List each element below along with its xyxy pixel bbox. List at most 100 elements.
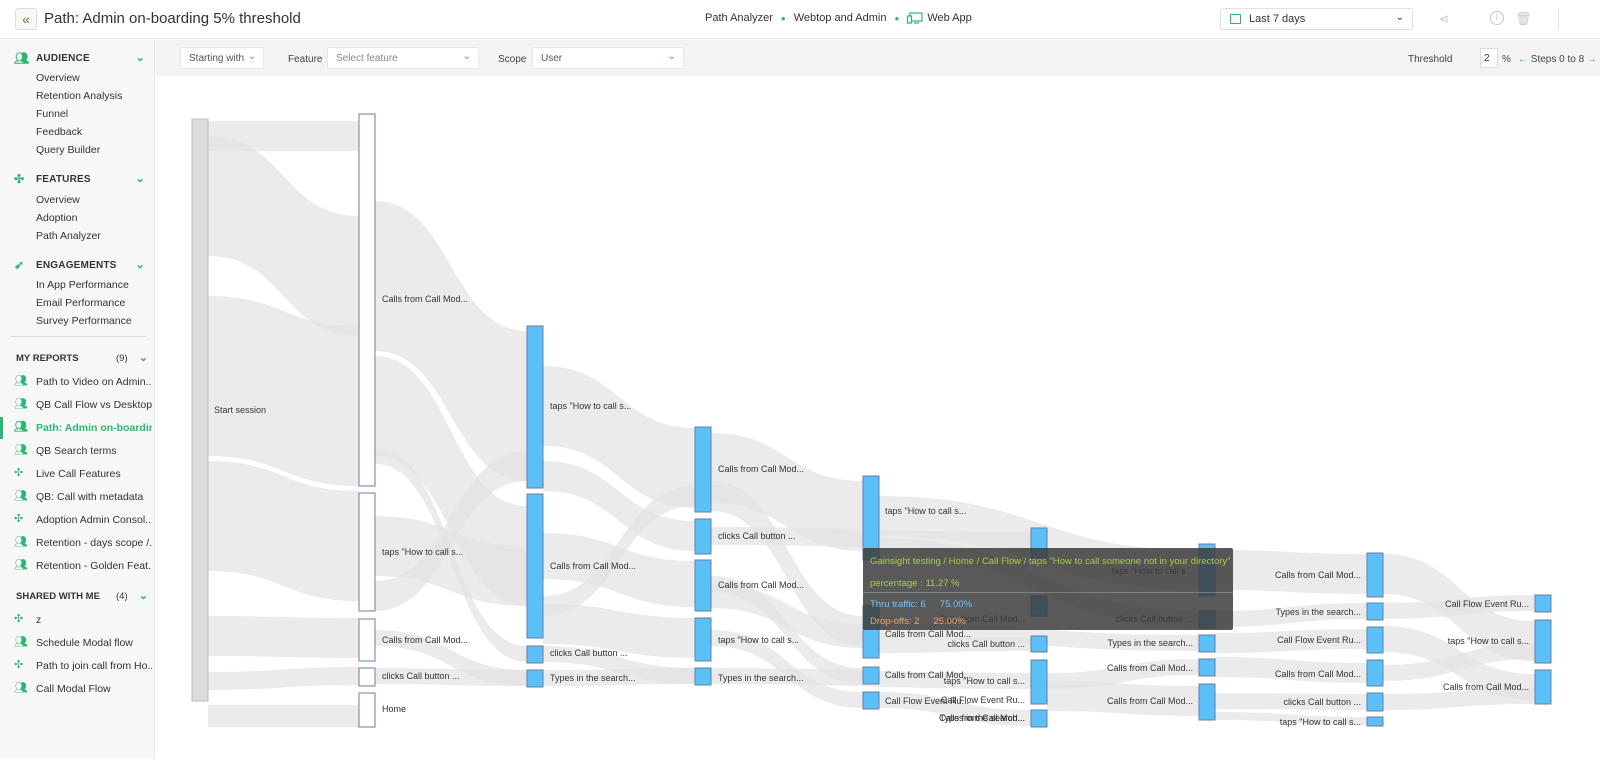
sankey-link[interactable]: [208, 121, 359, 151]
shared-item[interactable]: ✣ Path to join call from Ho...: [14, 659, 152, 672]
shared-item[interactable]: 👥︎ Call Modal Flow: [14, 682, 111, 695]
report-item[interactable]: ✣ Live Call Features: [14, 467, 121, 480]
sidebar-item-overview[interactable]: Overview: [36, 72, 80, 84]
shared-item[interactable]: 👥︎ Schedule Modal flow: [14, 636, 133, 649]
sankey-node[interactable]: [862, 666, 880, 685]
sankey-node[interactable]: [1366, 659, 1384, 687]
report-item[interactable]: 👥︎ Retention - days scope /...: [14, 536, 152, 549]
sidebar-item-retention-analysis[interactable]: Retention Analysis: [36, 90, 123, 102]
sankey-link[interactable]: [208, 136, 359, 336]
sankey-node[interactable]: [1366, 692, 1384, 712]
sankey-link[interactable]: [543, 486, 695, 616]
sankey-node[interactable]: [1366, 626, 1384, 654]
info-icon[interactable]: i: [1490, 11, 1504, 25]
sankey-link[interactable]: [711, 576, 863, 684]
sankey-node[interactable]: [1366, 602, 1384, 621]
sankey-node[interactable]: [358, 692, 376, 728]
sankey-link[interactable]: [375, 201, 527, 481]
sankey-node[interactable]: [1198, 634, 1216, 653]
sankey-node[interactable]: [1030, 635, 1048, 653]
sidebar-item-funnel[interactable]: Funnel: [36, 108, 69, 120]
sankey-link[interactable]: [1047, 681, 1199, 716]
sankey-link[interactable]: [1215, 550, 1367, 594]
sankey-link[interactable]: [1215, 657, 1367, 683]
sankey-link[interactable]: [1383, 595, 1535, 619]
sankey-link[interactable]: [1383, 643, 1535, 681]
sankey-link[interactable]: [711, 584, 863, 648]
sidebar-item-adoption[interactable]: Adoption: [36, 212, 78, 224]
sankey-node[interactable]: [694, 518, 712, 555]
sankey-node[interactable]: [358, 113, 376, 487]
sankey-link[interactable]: [1215, 629, 1367, 653]
sidebar-item-query-builder[interactable]: Query Builder: [36, 144, 101, 156]
sankey-link[interactable]: [543, 533, 695, 607]
sankey-link[interactable]: [1383, 688, 1535, 710]
sidebar-item-path-analyzer[interactable]: Path Analyzer: [36, 230, 101, 242]
sankey-link[interactable]: [543, 366, 695, 508]
section-features[interactable]: ✣ FEATURES ⌄: [14, 172, 145, 186]
sidebar-item-email-performance[interactable]: Email Performance: [36, 297, 126, 309]
sankey-link[interactable]: [543, 668, 695, 686]
scope-select[interactable]: User ⌄: [532, 47, 684, 69]
sankey-node[interactable]: [526, 493, 544, 639]
sidebar-item-survey-performance[interactable]: Survey Performance: [36, 315, 132, 327]
sankey-node[interactable]: [694, 667, 712, 686]
sankey-link[interactable]: [208, 461, 359, 601]
my-reports-header[interactable]: MY REPORTS (9) ⌄: [16, 352, 148, 364]
sankey-link[interactable]: [208, 616, 359, 658]
sankey-link[interactable]: [208, 296, 359, 486]
sankey-link[interactable]: [208, 705, 359, 727]
sankey-link[interactable]: [711, 481, 863, 646]
sankey-node[interactable]: [526, 645, 544, 664]
sankey-link[interactable]: [879, 637, 1031, 653]
section-audience[interactable]: 👥︎ AUDIENCE ⌄: [14, 51, 145, 65]
sidebar-item-feedback[interactable]: Feedback: [36, 126, 83, 138]
sankey-node[interactable]: [694, 559, 712, 612]
section-engagements[interactable]: ➶ ENGAGEMENTS ⌄: [14, 258, 145, 272]
report-item[interactable]: 👥︎ QB Call Flow vs Desktop...: [14, 398, 152, 411]
sankey-node[interactable]: [358, 618, 376, 662]
sankey-node[interactable]: [1030, 709, 1048, 728]
sankey-node[interactable]: [1534, 619, 1552, 664]
sankey-link[interactable]: [375, 451, 527, 611]
sankey-node[interactable]: [694, 426, 712, 513]
breadcrumb-web-app[interactable]: Web App: [907, 12, 972, 24]
sankey-node[interactable]: [1366, 716, 1384, 727]
sankey-node[interactable]: [1534, 594, 1552, 613]
sankey-node[interactable]: [862, 691, 880, 710]
trash-icon[interactable]: 🗑: [1515, 11, 1532, 26]
arrow-right-icon[interactable]: →: [1586, 54, 1597, 65]
sankey-node[interactable]: [1198, 658, 1216, 677]
sankey-link[interactable]: [1215, 712, 1367, 725]
sankey-link[interactable]: [543, 604, 695, 658]
sankey-node[interactable]: [358, 667, 376, 687]
sankey-link[interactable]: [879, 692, 1031, 726]
sidebar-item-in-app-performance[interactable]: In App Performance: [36, 279, 129, 291]
sankey-link[interactable]: [711, 433, 863, 551]
sankey-node[interactable]: [694, 617, 712, 662]
sankey-node[interactable]: [1030, 659, 1048, 705]
sankey-node[interactable]: [191, 118, 209, 702]
starting-with-select[interactable]: Starting with ⌄: [180, 47, 264, 69]
report-item-active[interactable]: 👥︎ Path: Admin on-boardin...: [0, 417, 154, 439]
sankey-link[interactable]: [543, 461, 695, 551]
sankey-link[interactable]: [1215, 693, 1367, 710]
date-range-select[interactable]: Last 7 days ⌄: [1220, 8, 1413, 30]
sankey-node[interactable]: [1198, 683, 1216, 721]
sankey-node[interactable]: [526, 669, 544, 688]
sankey-node[interactable]: [358, 492, 376, 612]
sankey-link[interactable]: [375, 516, 527, 606]
sankey-node[interactable]: [526, 325, 544, 489]
shared-item[interactable]: ✣ z: [14, 613, 42, 626]
report-item[interactable]: 👥︎ Retention - Golden Feat...: [14, 559, 152, 572]
shared-with-me-header[interactable]: SHARED WITH ME (4) ⌄: [16, 590, 148, 602]
sankey-link[interactable]: [375, 668, 527, 686]
sankey-link[interactable]: [208, 667, 359, 690]
sankey-node[interactable]: [1534, 669, 1552, 705]
report-item[interactable]: ✣ Adoption Admin Consol...: [14, 513, 152, 526]
report-item[interactable]: 👥︎ Path to Video on Admin...: [14, 375, 152, 388]
breadcrumb-path-analyzer[interactable]: Path Analyzer: [705, 12, 773, 25]
sidebar-item-features-overview[interactable]: Overview: [36, 194, 80, 206]
sankey-node[interactable]: [1366, 552, 1384, 598]
sankey-link[interactable]: [1047, 659, 1199, 689]
